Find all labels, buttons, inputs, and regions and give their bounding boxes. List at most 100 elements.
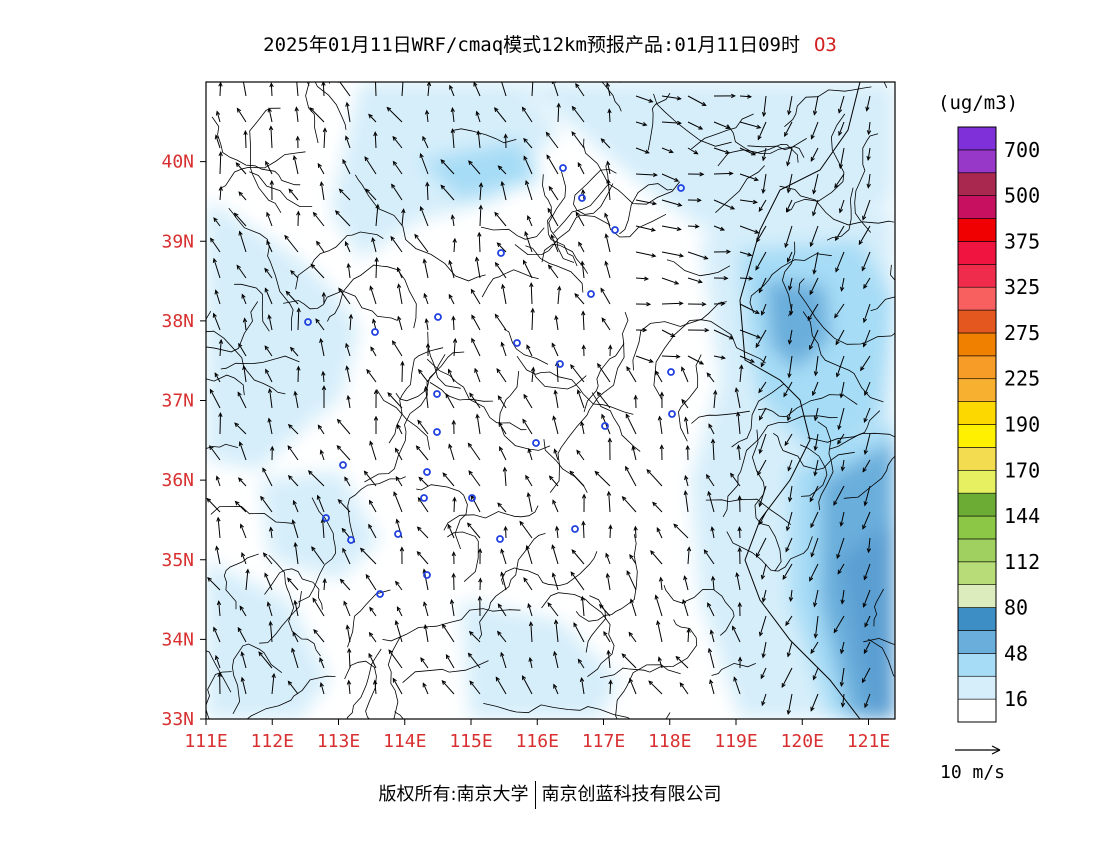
city-station-marker <box>468 494 476 502</box>
lat-tick-label: 40N <box>161 152 194 173</box>
lat-tick-label: 37N <box>161 391 194 412</box>
city-station-marker <box>433 390 441 398</box>
colorbar-swatch <box>957 264 997 288</box>
lon-tick-label: 116E <box>516 731 559 752</box>
colorbar-label: 375 <box>1004 229 1040 253</box>
city-station-marker <box>322 514 330 522</box>
city-station-marker <box>497 249 505 257</box>
wind-reference-arrow <box>955 745 1001 755</box>
colorbar-swatch <box>957 332 997 357</box>
title-species: O3 <box>813 34 837 56</box>
city-station-marker <box>496 535 504 543</box>
colorbar-swatch <box>957 355 997 380</box>
colorbar-label: 112 <box>1004 550 1040 574</box>
lat-axis: 33N 34N 35N 36N 37N 38N 39N 40N <box>161 152 206 730</box>
colorbar-swatch <box>957 309 997 334</box>
colorbar-label: 80 <box>1004 596 1028 620</box>
colorbar-label: 144 <box>1004 504 1040 528</box>
colorbar-unit: (ug/m3) <box>938 92 1019 114</box>
city-station-marker <box>601 422 609 430</box>
colorbar-swatch <box>957 447 997 471</box>
colorbar-label: 225 <box>1004 367 1040 391</box>
colorbar-swatch <box>957 492 997 517</box>
lat-tick-label: 39N <box>161 231 194 252</box>
city-stations <box>304 164 685 598</box>
lon-axis: 111E 112E 113E 114E 115E 116E 117E 118E 119E 120E… <box>184 719 890 752</box>
lon-tick-label: 112E <box>251 731 294 752</box>
colorbar-label: 190 <box>1004 413 1040 437</box>
colorbar-swatch <box>957 630 997 654</box>
city-station-marker <box>423 571 431 579</box>
city-station-marker <box>394 530 402 538</box>
lat-tick-label: 33N <box>161 709 194 730</box>
colorbar-swatch <box>957 607 997 631</box>
colorbar-swatch <box>957 653 997 677</box>
colorbar-swatch <box>957 241 997 265</box>
colorbar-swatch <box>957 698 997 723</box>
lat-tick-label: 35N <box>161 550 194 571</box>
city-station-marker <box>339 461 347 469</box>
title-main: 2025年01月11日WRF/cmaq模式12km预报产品:01月11日09时 <box>263 34 800 56</box>
footer-left: 版权所有:南京大学 <box>378 784 529 805</box>
lon-tick-label: 117E <box>582 731 625 752</box>
lat-tick-label: 34N <box>161 629 194 650</box>
city-station-marker <box>371 328 379 336</box>
colorbar-swatch <box>957 286 997 311</box>
city-station-marker <box>420 494 428 502</box>
lon-tick-label: 111E <box>184 731 227 752</box>
colorbar-swatch <box>957 195 997 219</box>
colorbar-label: 500 <box>1004 184 1040 208</box>
city-station-marker <box>376 590 384 598</box>
colorbar-swatch <box>957 515 997 540</box>
colorbar-label: 700 <box>1004 138 1040 162</box>
footer-divider <box>534 781 536 809</box>
colorbar-swatch <box>957 584 997 608</box>
city-station-marker <box>423 468 431 476</box>
lon-tick-label: 118E <box>648 731 691 752</box>
city-station-marker <box>587 290 595 298</box>
colorbar-swatch <box>957 469 997 494</box>
city-station-marker <box>611 226 619 234</box>
city-station-marker <box>304 318 312 326</box>
city-station-marker <box>556 360 564 368</box>
admin-boundaries <box>206 82 895 719</box>
colorbar-swatch <box>957 424 997 448</box>
colorbar-swatch <box>957 218 997 242</box>
city-station-marker <box>667 368 675 376</box>
colorbar-swatch <box>957 401 997 425</box>
city-station-marker <box>571 525 579 533</box>
colorbar-swatch <box>957 126 997 151</box>
colorbar-label: 275 <box>1004 321 1040 345</box>
lat-tick-label: 36N <box>161 470 194 491</box>
city-station-marker <box>347 536 355 544</box>
concentration-shading <box>206 82 895 719</box>
colorbar-swatch <box>957 172 997 196</box>
colorbar-label: 325 <box>1004 275 1040 299</box>
city-station-marker <box>578 194 586 202</box>
lat-tick-label: 38N <box>161 311 194 332</box>
city-station-marker <box>668 410 676 418</box>
city-station-marker <box>513 339 521 347</box>
lon-tick-label: 119E <box>714 731 757 752</box>
lon-tick-label: 113E <box>317 731 360 752</box>
colorbar-label: 48 <box>1004 641 1028 665</box>
wind-reference-label: 10 m/s <box>940 762 1006 783</box>
colorbar-swatch <box>957 561 997 585</box>
colorbar: 16 48 80 112 144 170 190 225 275 325 375 500 700 <box>957 126 1040 723</box>
footer-right: 南京创蓝科技有限公司 <box>541 784 722 805</box>
city-station-marker <box>559 164 567 172</box>
copyright-footer: 版权所有:南京大学 南京创蓝科技有限公司 <box>0 780 1100 809</box>
city-station-marker <box>532 439 540 447</box>
colorbar-swatch <box>957 538 997 563</box>
lon-tick-label: 121E <box>847 731 890 752</box>
lon-tick-label: 120E <box>781 731 824 752</box>
map-title: 2025年01月11日WRF/cmaq模式12km预报产品:01月11日09时 O… <box>0 30 1100 57</box>
wind-vectors <box>206 82 872 716</box>
colorbar-label: 170 <box>1004 458 1040 482</box>
lon-tick-label: 114E <box>383 731 426 752</box>
lon-tick-label: 115E <box>449 731 492 752</box>
city-station-marker <box>433 428 441 436</box>
colorbar-swatch <box>957 149 997 174</box>
colorbar-swatch <box>957 675 997 700</box>
